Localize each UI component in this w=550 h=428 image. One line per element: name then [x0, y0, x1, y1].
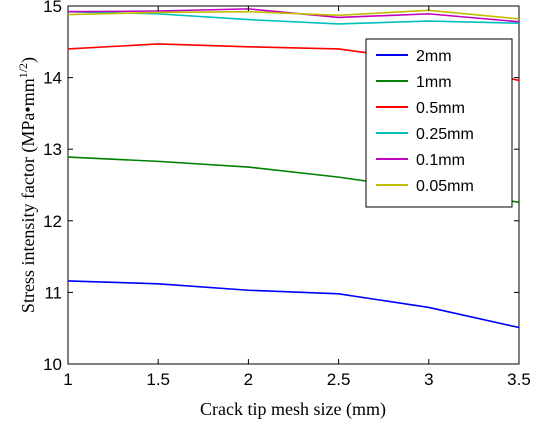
y-axis: 10 11 12 13 14 15	[43, 0, 519, 374]
legend: 2mm 1mm 0.5mm 0.25mm 0.1mm 0.05mm	[365, 38, 513, 208]
legend-label: 2mm	[416, 48, 452, 65]
x-tick-label: 3	[424, 370, 433, 389]
x-tick-label: 2	[244, 370, 253, 389]
x-tick-label: 1	[63, 370, 72, 389]
legend-label: 0.05mm	[416, 178, 474, 195]
series-line-2mm	[67, 280, 520, 329]
x-tick-label: 1.5	[146, 370, 170, 389]
y-axis-label-close: )	[18, 57, 39, 63]
series-line-0-05mm	[67, 9, 520, 20]
y-tick-label: 10	[43, 355, 62, 374]
y-axis-label-main: Stress intensity factor (MPa•mm	[18, 78, 39, 313]
legend-label: 0.5mm	[416, 100, 465, 117]
legend-label: 0.1mm	[416, 152, 465, 169]
y-tick-label: 13	[43, 140, 62, 159]
y-axis-label-superscript: 1/2	[16, 63, 30, 78]
y-tick-label: 15	[43, 0, 62, 16]
y-tick-label: 12	[43, 212, 62, 231]
legend-label: 1mm	[416, 74, 452, 91]
x-axis: 1 1.5 2 2.5 3 3.5	[63, 6, 531, 389]
x-axis-label: Crack tip mesh size (mm)	[200, 399, 386, 420]
x-tick-label: 2.5	[327, 370, 351, 389]
y-axis-label: Stress intensity factor (MPa•mm1/2)	[16, 57, 39, 313]
y-tick-label: 14	[43, 69, 62, 88]
y-tick-label: 11	[44, 283, 62, 302]
legend-box	[365, 38, 513, 208]
x-tick-label: 3.5	[507, 370, 531, 389]
legend-label: 0.25mm	[416, 126, 474, 143]
